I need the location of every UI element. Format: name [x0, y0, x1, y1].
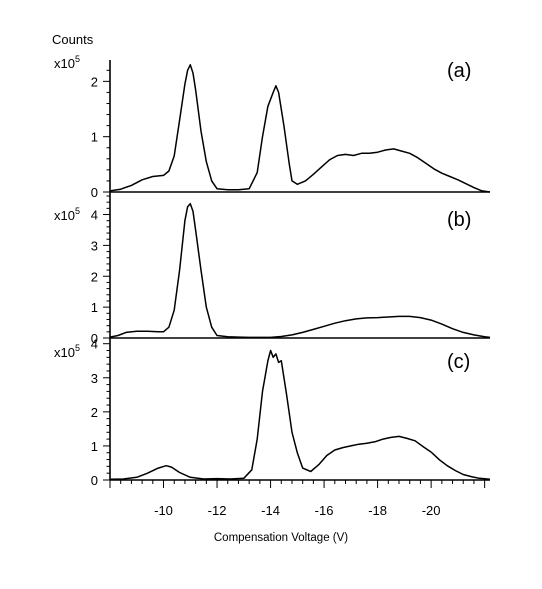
x-tick-label: -18 — [368, 503, 387, 518]
x-tick-label: -20 — [422, 503, 441, 518]
panel-a: Counts x105 (a) 0 1 2 — [52, 32, 491, 200]
y-ticks-c: 0 1 2 3 4 — [91, 337, 110, 488]
series-line-c — [109, 349, 491, 481]
y-tick-label: 3 — [91, 238, 98, 253]
y-multiplier-a: x105 — [54, 54, 80, 71]
panel-b: x105 (b) 0 1 2 3 4 — [54, 192, 491, 346]
y-tick-label: 0 — [91, 331, 98, 346]
x-tick-label: -10 — [154, 503, 173, 518]
panel-c: x105 (c) 0 1 2 3 4 -10 -12 -14 -16 -18 -20 Compen… — [54, 337, 491, 544]
y-axis-title: Counts — [52, 32, 94, 47]
panel-label-c: (c) — [447, 351, 470, 373]
y-tick-label: 2 — [91, 269, 98, 284]
series-line-b — [109, 202, 491, 339]
y-multiplier-b: x105 — [54, 206, 80, 223]
x-tick-label: -14 — [261, 503, 280, 518]
y-tick-label: 0 — [91, 185, 98, 200]
y-tick-label: 4 — [91, 208, 98, 223]
panel-label-a: (a) — [447, 60, 471, 82]
y-tick-label: 4 — [91, 337, 98, 352]
panel-label-b: (b) — [447, 209, 471, 231]
x-tick-label: -12 — [208, 503, 227, 518]
y-ticks-b: 0 1 2 3 4 — [91, 195, 110, 346]
y-tick-label: 0 — [91, 473, 98, 488]
x-axis-title: Compensation Voltage (V) — [214, 532, 348, 544]
y-ticks-a: 0 1 2 — [91, 69, 110, 200]
y-tick-label: 1 — [91, 439, 98, 454]
x-tick-label: -16 — [315, 503, 334, 518]
x-ticks: -10 -12 -14 -16 -18 -20 — [109, 480, 486, 518]
y-tick-label: 1 — [91, 300, 98, 315]
y-tick-label: 3 — [91, 371, 98, 386]
y-multiplier-c: x105 — [54, 343, 80, 360]
series-line-a — [109, 64, 491, 193]
y-tick-label: 1 — [91, 130, 98, 145]
y-tick-label: 2 — [91, 405, 98, 420]
y-tick-label: 2 — [91, 74, 98, 89]
